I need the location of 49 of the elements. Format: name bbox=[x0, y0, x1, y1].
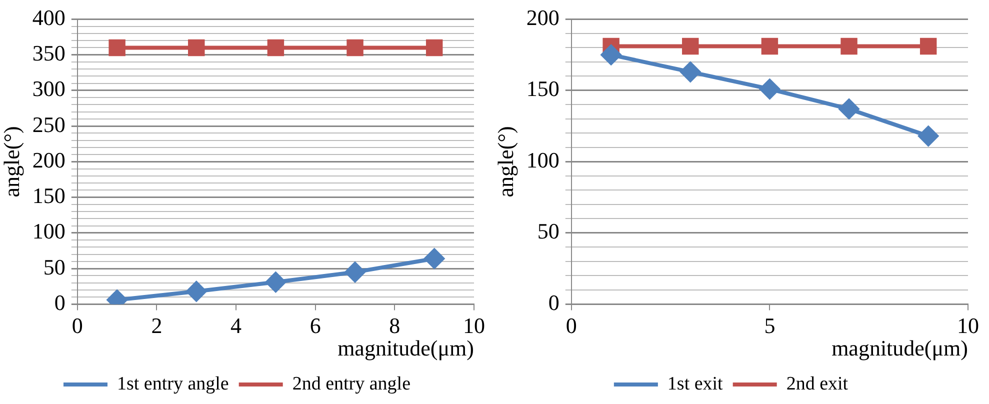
y-tick-label: 150 bbox=[526, 76, 560, 102]
point bbox=[760, 79, 780, 100]
point bbox=[426, 39, 443, 56]
point bbox=[186, 281, 206, 302]
y-tick-label: 50 bbox=[537, 218, 560, 244]
y-tick-label: 0 bbox=[548, 290, 560, 315]
x-tick-label: 2 bbox=[151, 313, 162, 338]
y-tick-label: 400 bbox=[32, 4, 66, 30]
point bbox=[840, 38, 858, 55]
x-axis-title: magnitude(μm) bbox=[832, 336, 968, 361]
point bbox=[266, 272, 286, 292]
x-tick-label: 0 bbox=[566, 313, 577, 338]
x-tick-label: 8 bbox=[389, 313, 400, 338]
x-tick-label: 4 bbox=[230, 313, 242, 338]
point bbox=[918, 126, 938, 146]
point bbox=[108, 39, 126, 56]
legend-label: 1st exit bbox=[667, 373, 724, 394]
y-tick-label: 50 bbox=[43, 254, 66, 280]
y-axis-title: angle(°) bbox=[492, 126, 518, 198]
point bbox=[346, 39, 364, 56]
point bbox=[680, 62, 700, 82]
point bbox=[839, 98, 860, 119]
y-tick-label: 200 bbox=[526, 4, 560, 30]
y-tick-label: 0 bbox=[54, 290, 66, 315]
point bbox=[920, 38, 937, 55]
point bbox=[761, 38, 778, 55]
y-tick-label: 200 bbox=[32, 147, 66, 172]
y-tick-label: 150 bbox=[32, 183, 66, 208]
x-tick-label: 10 bbox=[957, 313, 979, 338]
x-axis-title: magnitude(μm) bbox=[338, 336, 474, 361]
y-tick-label: 250 bbox=[32, 112, 66, 137]
y-axis-title: angle(°) bbox=[0, 126, 24, 198]
point bbox=[345, 262, 366, 282]
y-tick-label: 100 bbox=[526, 147, 560, 172]
x-tick-label: 0 bbox=[72, 313, 83, 338]
y-tick-label: 100 bbox=[32, 218, 66, 244]
x-tick-label: 10 bbox=[463, 313, 485, 338]
y-tick-label: 350 bbox=[32, 40, 66, 66]
point bbox=[601, 44, 622, 65]
legend-label: 2nd exit bbox=[786, 373, 849, 394]
point bbox=[424, 248, 444, 269]
legend-label: 1st entry angle bbox=[116, 373, 229, 394]
legend-label: 2nd entry angle bbox=[292, 373, 411, 394]
y-tick-label: 300 bbox=[32, 76, 66, 102]
point bbox=[682, 38, 699, 55]
x-tick-label: 6 bbox=[310, 313, 321, 338]
point bbox=[188, 39, 205, 56]
x-tick-label: 5 bbox=[764, 313, 776, 338]
point bbox=[267, 39, 284, 56]
